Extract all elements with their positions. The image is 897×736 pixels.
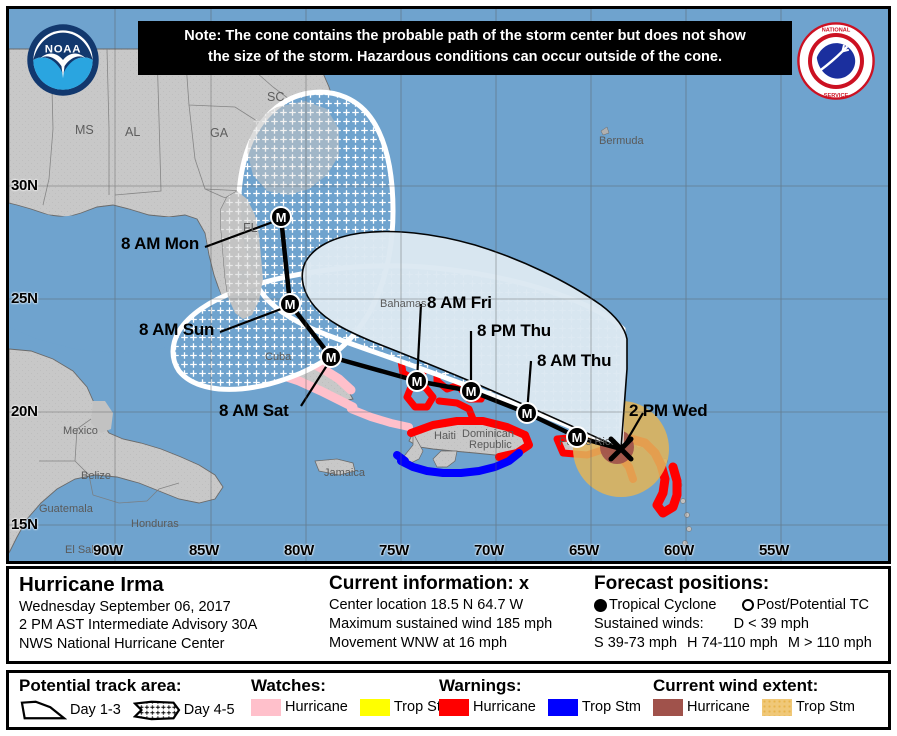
marker-8am-thu[interactable]: M bbox=[516, 402, 538, 424]
legend-label-day-1-3: Day 1-3 bbox=[70, 701, 121, 718]
map-canvas: MS AL GA SC FL Mexico Belize Guatemala H… bbox=[9, 9, 888, 561]
cone-day45-icon bbox=[132, 700, 181, 720]
legend-item-hurricane-watch: Hurricane bbox=[251, 698, 348, 716]
post-potential-tc-label: Post/Potential TC bbox=[756, 596, 870, 613]
tropstorm-watch-label: Trop Stm bbox=[393, 699, 453, 716]
cone-over-florida bbox=[221, 191, 263, 319]
marker-8pm-wed[interactable]: M bbox=[566, 426, 588, 448]
noaa-logo: NOAA bbox=[27, 24, 99, 96]
graticule-layer bbox=[9, 9, 888, 561]
bermuda-island bbox=[600, 126, 610, 136]
watches-items: Hurricane Trop Stm bbox=[251, 698, 453, 716]
hurricane-warning-turks bbox=[435, 397, 477, 423]
storm-agency: NWS National Hurricane Center bbox=[19, 636, 225, 653]
potential-track-legend: Potential track area: Day 1-3 bbox=[9, 673, 241, 721]
tropical-cyclone-label: Tropical Cyclone bbox=[609, 596, 717, 613]
cone-disclaimer-note: Note: The cone contains the probable pat… bbox=[138, 21, 792, 76]
note-line-1: Note: The cone contains the probable pat… bbox=[184, 28, 746, 44]
wind-extent-legend: Current wind extent: Hurricane Trop Stm bbox=[643, 673, 888, 716]
hurricane-warning-swatch bbox=[439, 698, 469, 716]
watches-heading: Watches: bbox=[251, 676, 326, 695]
potential-track-items: Day 1-3 Day 4-5 bbox=[19, 699, 241, 721]
marker-8am-fri[interactable]: M bbox=[406, 370, 428, 392]
tropstorm-warning-label: Trop Stm bbox=[581, 699, 641, 716]
legend-label-day-4-5: Day 4-5 bbox=[183, 701, 235, 718]
tropstorm-watch-swatch bbox=[359, 698, 390, 716]
watches-legend: Watches: Hurricane Trop Stm bbox=[241, 673, 453, 716]
hurricane-warning-hispaniola-north bbox=[407, 417, 529, 439]
legend-item-hurricane-warning: Hurricane bbox=[439, 698, 536, 716]
forecast-positions-column: Forecast positions: Tropical Cyclone Pos… bbox=[584, 569, 888, 661]
center-location: Center location 18.5 N 64.7 W bbox=[329, 596, 524, 613]
wind-category-d: D < 39 mph bbox=[733, 615, 809, 632]
tropstorm-wind-label: Trop Stm bbox=[795, 699, 855, 716]
legend-item-day-1-3: Day 1-3 bbox=[19, 699, 121, 721]
hurricane-watch-swatch bbox=[251, 698, 281, 716]
wind-category-h: H 74-110 mph bbox=[687, 634, 778, 651]
storm-movement: Movement WNW at 16 mph bbox=[329, 634, 508, 651]
cone-over-georgia bbox=[247, 101, 339, 195]
current-info-heading: Current information: x bbox=[329, 573, 584, 595]
yucatan-interior bbox=[91, 401, 113, 433]
tropstorm-warning-hispaniola-south bbox=[397, 449, 523, 477]
wind-category-s: S 39-73 mph bbox=[594, 634, 678, 651]
jamaica bbox=[314, 458, 356, 476]
current-center-x-glyph: x bbox=[519, 573, 530, 593]
warnings-items: Hurricane Trop Stm bbox=[439, 698, 643, 716]
wind-category-m: M > 110 mph bbox=[787, 634, 872, 651]
legend-panel: Potential track area: Day 1-3 bbox=[6, 670, 891, 730]
max-sustained-wind: Maximum sustained wind 185 mph bbox=[329, 615, 553, 632]
wind-categories-row: S 39-73 mph H 74-110 mph M > 110 mph bbox=[594, 634, 888, 653]
sustained-winds-row: Sustained winds: D < 39 mph bbox=[594, 615, 888, 634]
forecast-cone-layer bbox=[170, 89, 628, 453]
current-info-heading-text: Current information: bbox=[329, 573, 514, 594]
hurricane-watch-cuba-east bbox=[347, 405, 413, 431]
gulf-of-mexico bbox=[9, 205, 237, 353]
marker-8am-mon[interactable]: M bbox=[270, 206, 292, 228]
tropstorm-warning-swatch bbox=[547, 698, 578, 716]
marker-8am-sun[interactable]: M bbox=[279, 293, 301, 315]
storm-date: Wednesday September 06, 2017 bbox=[19, 598, 231, 615]
hurricane-wind-swatch bbox=[653, 698, 683, 716]
note-line-2: the size of the storm. Hazardous conditi… bbox=[207, 49, 722, 66]
forecast-symbol-row: Tropical Cyclone Post/Potential TC bbox=[594, 596, 888, 615]
legend-item-tropstorm-warning: Trop Stm bbox=[547, 698, 641, 716]
nws-logo: NATIONAL SERVICE bbox=[797, 22, 875, 100]
hurricane-wind-label: Hurricane bbox=[687, 699, 750, 716]
sustained-winds-label: Sustained winds: bbox=[594, 615, 704, 632]
cone-day13-icon bbox=[20, 700, 67, 720]
hurricane-watch-label: Hurricane bbox=[285, 699, 348, 716]
central-america-boundaries bbox=[39, 418, 180, 504]
hurricane-warning-dr-east bbox=[495, 431, 533, 461]
wind-extent-heading: Current wind extent: bbox=[653, 676, 819, 695]
storm-name: Hurricane Irma bbox=[19, 573, 164, 596]
haiti-tiburon bbox=[432, 450, 458, 468]
central-america bbox=[9, 348, 224, 554]
tropical-cyclone-dot-icon bbox=[594, 598, 607, 612]
marker-8pm-thu[interactable]: M bbox=[460, 380, 482, 402]
post-potential-tc-dot-icon bbox=[742, 599, 755, 612]
svg-text:SERVICE: SERVICE bbox=[824, 93, 849, 99]
forecast-map[interactable]: MS AL GA SC FL Mexico Belize Guatemala H… bbox=[6, 6, 891, 564]
legend-item-tropstorm-watch: Trop Stm bbox=[359, 698, 453, 716]
forecast-positions-heading: Forecast positions: bbox=[594, 573, 770, 594]
potential-track-heading: Potential track area: bbox=[19, 676, 182, 695]
storm-advisory: 2 PM AST Intermediate Advisory 30A bbox=[19, 617, 258, 634]
svg-text:NOAA: NOAA bbox=[45, 43, 82, 55]
legend-item-day-4-5: Day 4-5 bbox=[132, 699, 235, 721]
legend-item-tropstorm-wind: Trop Stm bbox=[761, 698, 855, 716]
warnings-heading: Warnings: bbox=[439, 676, 522, 695]
info-panel: Hurricane Irma Wednesday September 06, 2… bbox=[6, 566, 891, 664]
svg-text:NATIONAL: NATIONAL bbox=[822, 27, 851, 33]
current-info-column: Current information: x Center location 1… bbox=[319, 569, 584, 661]
wind-extent-items: Hurricane Trop Stm bbox=[653, 698, 888, 716]
marker-8am-sat[interactable]: M bbox=[320, 346, 342, 368]
storm-info-column: Hurricane Irma Wednesday September 06, 2… bbox=[9, 569, 319, 661]
legend-item-hurricane-wind: Hurricane bbox=[653, 698, 750, 716]
warnings-legend: Warnings: Hurricane Trop Stm bbox=[429, 673, 643, 716]
current-center-x-icon bbox=[608, 436, 634, 462]
hurricane-warning-label: Hurricane bbox=[473, 699, 536, 716]
tropstorm-wind-swatch bbox=[761, 698, 792, 716]
